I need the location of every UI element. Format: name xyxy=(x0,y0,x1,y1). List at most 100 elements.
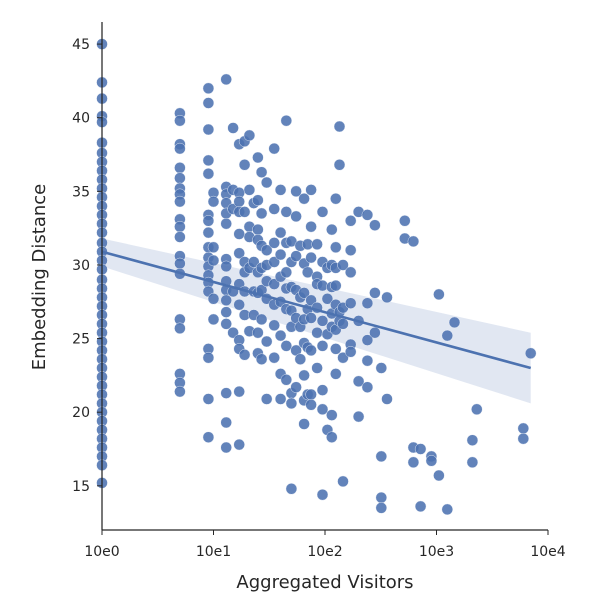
data-point xyxy=(220,441,232,454)
data-point xyxy=(375,450,387,463)
data-point xyxy=(305,220,317,233)
data-point xyxy=(202,215,215,227)
data-point xyxy=(202,97,215,109)
data-point xyxy=(375,502,387,514)
data-point xyxy=(471,403,483,415)
data-point xyxy=(238,349,251,361)
data-point xyxy=(316,340,329,352)
data-point xyxy=(369,287,381,299)
data-point xyxy=(285,397,298,410)
data-point xyxy=(268,319,280,331)
data-point xyxy=(326,431,338,443)
data-point xyxy=(298,287,310,299)
data-point xyxy=(441,503,453,516)
data-point xyxy=(330,343,342,355)
regression-line-layer xyxy=(101,250,532,370)
data-point xyxy=(361,297,374,309)
data-point xyxy=(399,215,411,227)
y-tick-label: 15 xyxy=(72,479,90,495)
data-point xyxy=(207,195,220,208)
data-point xyxy=(233,228,245,240)
data-point xyxy=(202,167,215,180)
data-point xyxy=(233,438,245,451)
data-point xyxy=(337,318,349,330)
data-point xyxy=(274,248,287,261)
data-point xyxy=(274,184,287,196)
data-point xyxy=(361,355,374,367)
data-point xyxy=(369,219,381,231)
y-tick-label: 20 xyxy=(72,405,90,421)
data-point xyxy=(345,346,357,358)
data-point xyxy=(261,335,273,348)
data-point xyxy=(207,313,220,326)
data-point xyxy=(220,217,232,230)
data-point xyxy=(174,257,186,270)
data-point xyxy=(330,241,342,254)
data-point xyxy=(274,393,287,405)
x-tick-label: 10e4 xyxy=(530,544,565,560)
data-point xyxy=(305,312,317,324)
data-point xyxy=(433,469,445,482)
y-tick-label: 40 xyxy=(72,111,90,127)
data-point xyxy=(352,410,365,423)
data-point xyxy=(381,393,393,405)
data-point xyxy=(333,120,346,133)
data-point xyxy=(316,384,329,396)
data-point xyxy=(333,159,346,171)
data-point xyxy=(268,256,280,268)
data-point xyxy=(375,362,387,374)
data-point xyxy=(268,352,280,364)
x-tick-label: 10e0 xyxy=(84,544,119,560)
data-point xyxy=(316,489,329,501)
data-point xyxy=(248,256,260,268)
data-point xyxy=(255,166,268,178)
data-point xyxy=(337,259,349,271)
data-point xyxy=(243,129,256,142)
data-point xyxy=(407,456,420,468)
data-point xyxy=(202,431,215,443)
x-tick-label: 10e1 xyxy=(196,544,231,560)
data-point xyxy=(517,422,529,435)
x-tick-label: 10e2 xyxy=(307,544,342,560)
data-point xyxy=(311,327,323,339)
data-point xyxy=(361,381,374,393)
data-point xyxy=(261,393,273,405)
data-point xyxy=(174,114,186,127)
data-point xyxy=(220,387,232,399)
data-point xyxy=(238,206,251,218)
data-point xyxy=(414,443,427,455)
data-point xyxy=(361,334,374,346)
data-point xyxy=(220,294,232,306)
confidence-band-layer xyxy=(102,238,531,404)
data-point xyxy=(361,209,374,221)
data-point xyxy=(255,353,268,365)
data-point xyxy=(448,316,461,329)
data-point xyxy=(326,409,338,421)
data-point xyxy=(174,231,186,243)
data-point xyxy=(207,254,220,267)
data-point xyxy=(433,288,445,301)
data-point xyxy=(298,369,310,382)
data-point xyxy=(466,456,479,468)
data-point xyxy=(174,220,186,233)
data-point xyxy=(252,151,264,164)
data-point xyxy=(441,329,453,342)
data-point xyxy=(274,329,287,342)
data-point xyxy=(174,385,186,398)
data-point xyxy=(305,399,317,411)
data-point xyxy=(174,142,186,155)
data-point xyxy=(369,327,381,339)
data-point xyxy=(252,327,264,339)
x-tick-label: 10e3 xyxy=(419,544,454,560)
data-point xyxy=(202,226,215,239)
data-point xyxy=(202,123,215,136)
data-point xyxy=(233,299,245,311)
data-point xyxy=(330,368,342,380)
data-point xyxy=(220,416,232,429)
data-point xyxy=(220,73,232,86)
data-point xyxy=(233,385,245,398)
data-point xyxy=(280,374,292,386)
data-point xyxy=(345,215,357,227)
data-point xyxy=(233,247,245,259)
